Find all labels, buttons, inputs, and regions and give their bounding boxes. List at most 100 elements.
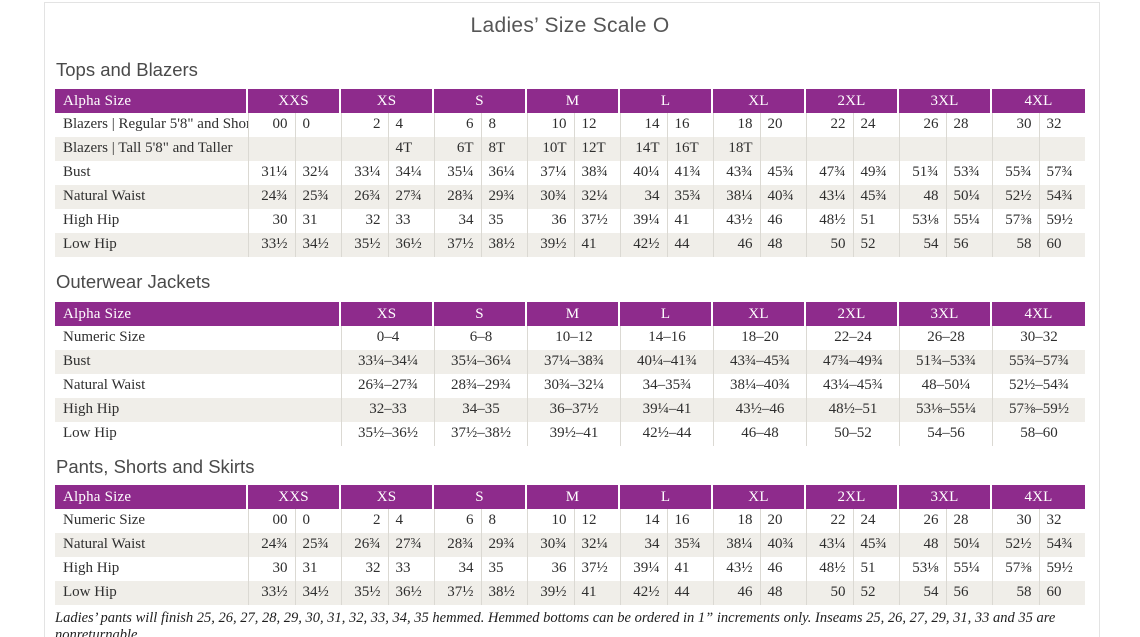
value-cell — [248, 137, 295, 161]
value-cell: 6 — [434, 113, 481, 137]
value-cell: 36 — [527, 209, 574, 233]
table-row: Low Hip 33½ 34½ 35½ 36½ 37½ 38½ 39½ 41 42½ 44 46 48 5… — [55, 233, 1085, 257]
value-cell: 50¼ — [945, 533, 993, 557]
value-cell: 40¾ — [759, 533, 807, 557]
value-cell: 39¼ — [620, 209, 667, 233]
value-cell: 38¼–40¾ — [713, 374, 806, 398]
value-cell: 52½ — [992, 185, 1039, 209]
value-cell: 32–33 — [341, 398, 434, 422]
size-group-header-cell: M — [527, 485, 620, 509]
value-cell: 57⅜ — [992, 209, 1039, 233]
value-cell: 16 — [666, 509, 714, 533]
value-cell: 32¼ — [573, 185, 621, 209]
value-cell: 28¾ — [434, 185, 481, 209]
value-cell: 38½ — [480, 581, 528, 605]
value-cell: 48 — [899, 533, 946, 557]
size-group-header-cell: 3XL — [899, 485, 992, 509]
size-group-header-cell: 3XL — [899, 302, 992, 326]
value-cell — [992, 137, 1039, 161]
value-cell: 20 — [759, 113, 807, 137]
value-cell: 4 — [387, 509, 435, 533]
value-cell: 18 — [713, 113, 760, 137]
value-cell: 55¼ — [945, 557, 993, 581]
value-cell: 54 — [899, 581, 946, 605]
value-cell: 36 — [527, 557, 574, 581]
value-cell: 43½ — [713, 209, 760, 233]
row-label-cell: High Hip — [63, 560, 120, 576]
value-cell: 26¾ — [341, 185, 388, 209]
table-row: Bust 33¼–34¼ 35¼–36¼ 37¼–38¾ 40¼–41¾ 43¾–45¾ 4… — [55, 350, 1085, 374]
size-group-header-cell: L — [620, 302, 713, 326]
value-cell: 2 — [341, 113, 388, 137]
value-cell: 44 — [666, 233, 714, 257]
value-cell: 39½ — [527, 233, 574, 257]
value-cell: 24 — [852, 113, 900, 137]
value-cell: 22 — [806, 509, 853, 533]
value-cell: 32 — [341, 209, 388, 233]
table-row: High Hip 30 31 32 33 34 35 36 37½ 39¼ 41 43½ 46 48½ 51… — [55, 557, 1085, 581]
value-cell: 38½ — [480, 233, 528, 257]
value-cell: 26–28 — [899, 326, 992, 350]
value-cell: 41 — [666, 557, 714, 581]
value-cell: 34 — [434, 209, 481, 233]
value-cell: 37¼ — [527, 161, 574, 185]
value-cell: 30 — [248, 209, 295, 233]
value-cell: 39½–41 — [527, 422, 620, 446]
value-cell: 35½ — [341, 233, 388, 257]
size-group-header-cell: 2XL — [806, 485, 899, 509]
value-cell: 33½ — [248, 233, 295, 257]
size-group-header-cell: XS — [341, 302, 434, 326]
table-row: Numeric Size 00 0 2 4 6 8 10 12 14 16 18 20 22 24 26 28 3… — [55, 509, 1085, 533]
value-cell: 10 — [527, 113, 574, 137]
value-cell: 35½–36½ — [341, 422, 434, 446]
value-cell: 16 — [666, 113, 714, 137]
value-cell: 38¼ — [713, 533, 760, 557]
value-cell: 30¾ — [527, 533, 574, 557]
value-cell: 0–4 — [341, 326, 434, 350]
value-cell: 32¼ — [573, 533, 621, 557]
value-cell: 33 — [387, 209, 435, 233]
value-cell: 51¾ — [899, 161, 946, 185]
value-cell: 00 — [248, 509, 295, 533]
value-cell: 14 — [620, 509, 667, 533]
value-cell: 55¾–57¾ — [992, 350, 1085, 374]
section-heading-tops-and-blazers: Tops and Blazers — [56, 59, 198, 80]
value-cell: 46 — [713, 581, 760, 605]
value-cell: 45¾ — [759, 161, 807, 185]
size-group-header-cell: XXS — [248, 89, 341, 113]
row-label-cell: Natural Waist — [63, 536, 146, 552]
value-cell: 26 — [899, 113, 946, 137]
value-cell: 57⅜–59½ — [992, 398, 1085, 422]
value-cell: 42½ — [620, 581, 667, 605]
value-cell: 43¼ — [806, 185, 853, 209]
outerwear-jackets-table: Alpha Size XS S M L XL 2XL 3XL 4XL Numeric Size 0–… — [55, 302, 1085, 446]
value-cell: 50 — [806, 581, 853, 605]
value-cell: 36¼ — [480, 161, 528, 185]
value-cell: 46 — [759, 209, 807, 233]
value-cell: 27¾ — [387, 185, 435, 209]
size-group-header-cell: XL — [713, 485, 806, 509]
alpha-size-header-cell: Alpha Size — [55, 485, 248, 509]
value-cell: 33¼–34¼ — [341, 350, 434, 374]
size-group-header-cell: XS — [341, 89, 434, 113]
value-cell: 25¾ — [294, 185, 342, 209]
table-row: Natural Waist 26¾–27¾ 28¾–29¾ 30¾–32¼ 34–35¾… — [55, 374, 1085, 398]
size-group-header-cell: 2XL — [806, 89, 899, 113]
value-cell: 54 — [899, 233, 946, 257]
value-cell: 51 — [852, 557, 900, 581]
value-cell: 22 — [806, 113, 853, 137]
row-label-cell: Blazers | Tall 5'8" and Taller — [63, 140, 233, 156]
size-group-header-cell: 4XL — [992, 485, 1085, 509]
value-cell: 27¾ — [387, 533, 435, 557]
value-cell: 38¾ — [573, 161, 621, 185]
value-cell: 20 — [759, 509, 807, 533]
value-cell: 43¼ — [806, 533, 853, 557]
value-cell — [759, 137, 807, 161]
size-group-header-cell: 4XL — [992, 89, 1085, 113]
value-cell: 58 — [992, 233, 1039, 257]
value-cell: 58–60 — [992, 422, 1085, 446]
value-cell: 41 — [666, 209, 714, 233]
value-cell: 46–48 — [713, 422, 806, 446]
value-cell: 50 — [806, 233, 853, 257]
value-cell: 56 — [945, 233, 993, 257]
